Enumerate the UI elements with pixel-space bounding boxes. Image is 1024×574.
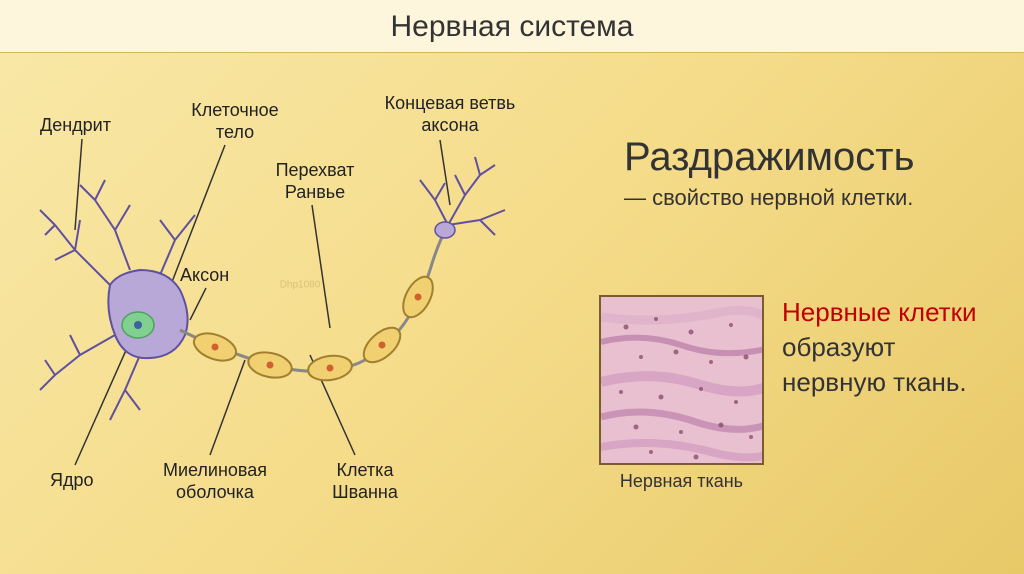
tissue-svg <box>601 297 764 465</box>
tissue-image <box>599 295 764 465</box>
subhead: — свойство нервной клетки. <box>624 184 994 213</box>
slide: Нервная система Дендрит Клеточное тело К… <box>0 0 1024 574</box>
page-title: Нервная система <box>0 10 1024 44</box>
tissue-image-box: Нервная ткань <box>599 295 764 493</box>
watermark: Dhp1080 <box>280 280 321 291</box>
definition-block: Раздражимость — свойство нервной клетки. <box>624 135 994 213</box>
tissue-caption: Нервная ткань <box>599 471 764 493</box>
side-text-rest: образуют нервную ткань. <box>782 332 967 397</box>
headline: Раздражимость <box>624 135 994 180</box>
side-text-red: Нервные клетки <box>782 297 976 327</box>
side-text: Нервные клетки образуют нервную ткань. <box>782 295 982 400</box>
neuron-diagram: Дендрит Клеточное тело Концевая ветвь ак… <box>20 75 580 495</box>
title-bar: Нервная система <box>0 0 1024 53</box>
tissue-block: Нервная ткань Нервные клетки образуют не… <box>599 295 999 493</box>
